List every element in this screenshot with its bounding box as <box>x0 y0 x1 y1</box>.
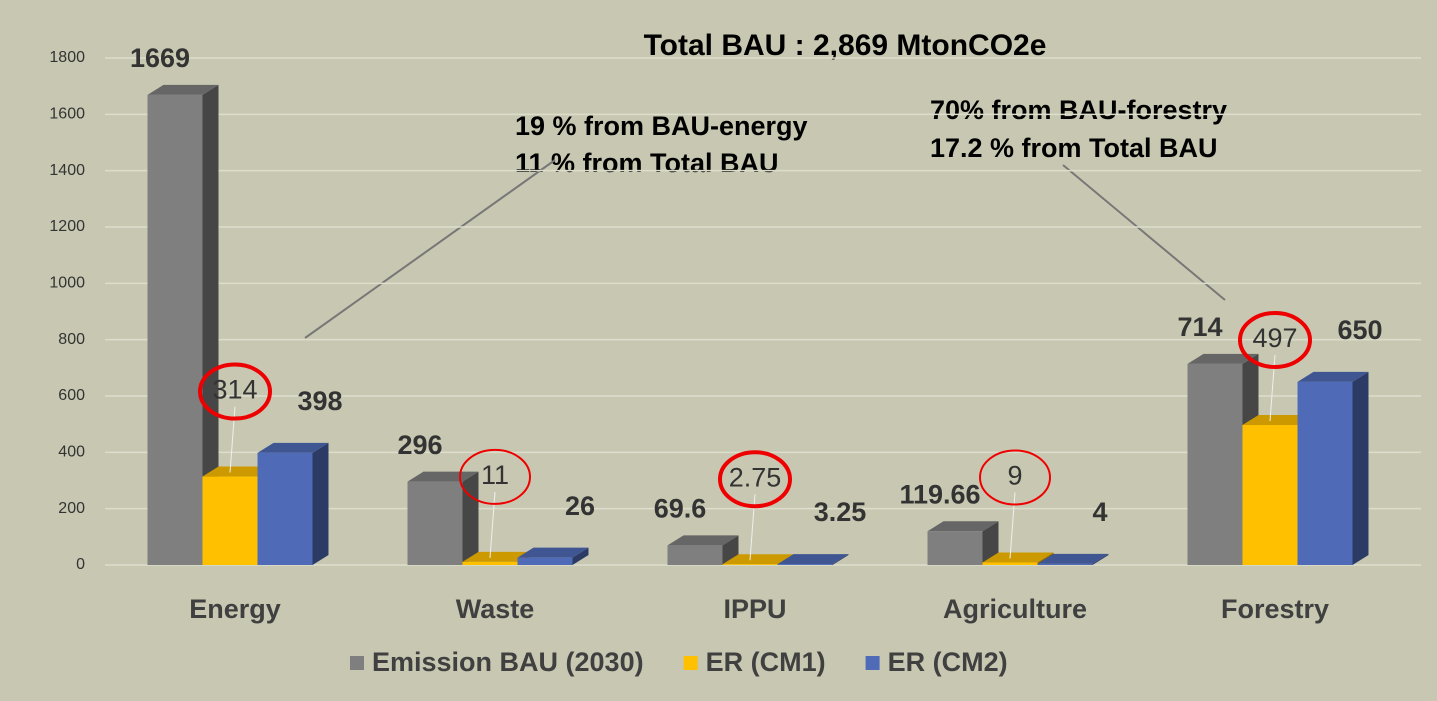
bar-front <box>777 564 833 565</box>
y-tick-label: 1600 <box>49 106 85 123</box>
x-tick-label: Forestry <box>1221 594 1329 624</box>
highlight-circle <box>979 449 1051 506</box>
bar-top <box>1037 553 1109 564</box>
pointer-line <box>304 159 556 339</box>
bar-front <box>147 94 203 566</box>
data-label: 119.66 <box>899 479 980 509</box>
bar-side <box>982 521 999 565</box>
data-label: 296 <box>397 430 442 460</box>
x-tick-label: Waste <box>456 594 535 624</box>
bar-front <box>982 562 1038 565</box>
bar-side <box>1092 553 1109 565</box>
y-tick-label: 600 <box>58 387 85 404</box>
data-label: 26 <box>565 491 595 521</box>
bar-top <box>722 554 794 565</box>
legend-swatch <box>865 656 880 670</box>
annotation: 17.2 % from Total BAU <box>930 133 1218 163</box>
annotation: 70% from BAU-forestry <box>930 95 1227 125</box>
bar-top <box>1297 371 1369 382</box>
bar-top <box>147 84 219 95</box>
bar-top <box>777 554 849 565</box>
annotation: 19 % from BAU-energy <box>515 111 808 141</box>
bar-side <box>832 554 849 565</box>
data-label: 314 <box>212 375 257 405</box>
data-label: 2.75 <box>729 462 782 492</box>
bar-top <box>927 521 999 532</box>
highlight-circle <box>1238 311 1312 370</box>
bar-top <box>1242 415 1314 426</box>
bar <box>777 554 849 565</box>
highlight-circle <box>198 362 272 421</box>
bar-top <box>462 551 534 562</box>
legend-swatch <box>683 656 698 670</box>
legend-label: Emission BAU (2030) <box>372 647 644 677</box>
data-label: 11 <box>481 460 509 490</box>
bar-front <box>517 557 573 565</box>
y-tick-label: 1800 <box>49 49 85 66</box>
y-tick-label: 1400 <box>49 162 85 179</box>
bar-front <box>1037 563 1093 565</box>
data-label: 398 <box>297 386 342 416</box>
data-label: 714 <box>1177 312 1222 342</box>
legend-label: ER (CM2) <box>888 647 1008 677</box>
bar-front <box>1297 381 1353 565</box>
y-tick-label: 200 <box>58 500 85 517</box>
bar <box>1037 553 1109 565</box>
y-tick-label: 1200 <box>49 218 85 235</box>
data-label: 9 <box>1007 461 1022 491</box>
data-label: 650 <box>1337 315 1382 345</box>
bar-front <box>1242 425 1298 565</box>
bar-top <box>517 547 589 558</box>
y-tick-label: 800 <box>58 331 85 348</box>
bar-front <box>257 452 313 565</box>
bar-side <box>202 84 219 566</box>
bar-top <box>257 442 329 453</box>
x-tick-label: Energy <box>189 594 281 624</box>
bar-top <box>1187 353 1259 364</box>
data-label: 3.25 <box>814 497 867 527</box>
bar-front <box>1187 363 1243 565</box>
bar-top <box>667 535 739 546</box>
x-tick-label: IPPU <box>723 594 786 624</box>
highlight-circle <box>459 448 531 505</box>
bar-top <box>202 466 274 477</box>
bar-front <box>202 476 258 565</box>
bar <box>407 471 479 565</box>
bar <box>147 84 219 566</box>
y-tick-label: 0 <box>76 556 85 573</box>
highlight-circle <box>718 450 792 509</box>
annotation: 11 % from Total BAU <box>515 148 779 178</box>
bar-front <box>407 481 463 565</box>
chart-title: Total BAU : 2,869 MtonCO2e <box>644 29 1047 62</box>
bar <box>1297 371 1369 565</box>
legend-label: ER (CM1) <box>706 647 826 677</box>
bar-front <box>927 531 983 565</box>
pointer-line <box>1062 164 1226 301</box>
data-label: 69.6 <box>654 494 707 524</box>
y-tick-label: 400 <box>58 444 85 461</box>
bar-side <box>462 471 479 565</box>
data-label: 4 <box>1092 497 1107 527</box>
legend-swatch <box>350 656 364 670</box>
bar-front <box>462 561 518 565</box>
data-label: 1669 <box>130 43 190 73</box>
data-label: 497 <box>1252 323 1297 353</box>
bar-side <box>312 442 329 565</box>
x-tick-label: Agriculture <box>943 594 1087 624</box>
bar <box>257 442 329 565</box>
bar-side <box>572 547 589 565</box>
bar-front <box>722 564 778 565</box>
bar-front <box>667 545 723 565</box>
bar-side <box>722 535 739 565</box>
y-tick-label: 1000 <box>49 275 85 292</box>
bar-top <box>982 552 1054 563</box>
bar-side <box>1352 371 1369 565</box>
bar <box>927 521 999 565</box>
bar <box>517 547 589 565</box>
bar <box>667 535 739 565</box>
